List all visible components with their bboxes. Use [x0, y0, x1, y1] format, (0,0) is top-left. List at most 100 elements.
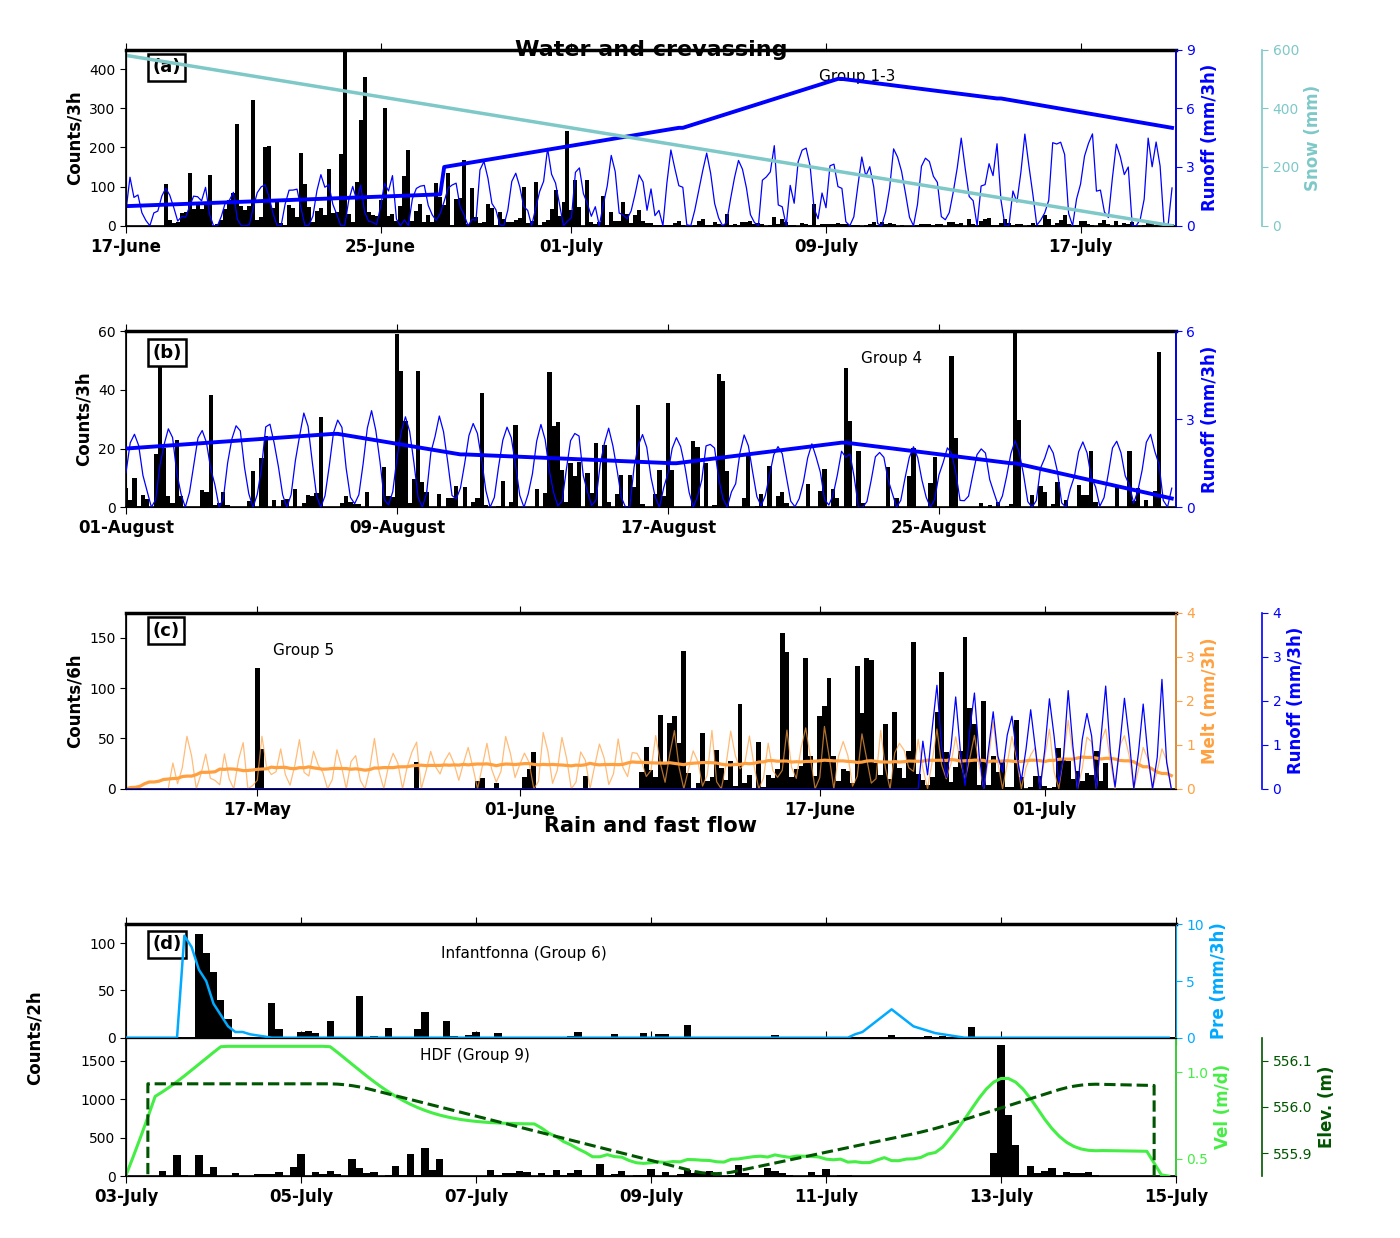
Bar — [203, 1175, 210, 1176]
Bar — [972, 224, 976, 225]
Bar — [813, 775, 818, 789]
Text: (b): (b) — [153, 343, 182, 361]
Bar — [1099, 781, 1103, 789]
Bar — [673, 223, 676, 225]
Bar — [335, 212, 339, 225]
Bar — [878, 775, 883, 789]
Bar — [514, 220, 518, 225]
Bar — [853, 505, 857, 508]
Text: Group 5: Group 5 — [273, 643, 335, 657]
Bar — [421, 1013, 428, 1037]
Bar — [594, 224, 598, 225]
Bar — [508, 1172, 517, 1176]
Bar — [1170, 224, 1175, 225]
Bar — [510, 222, 514, 225]
Bar — [706, 1171, 713, 1176]
Bar — [391, 214, 395, 225]
Bar — [1135, 488, 1140, 508]
Bar — [480, 394, 484, 508]
Bar — [710, 776, 714, 789]
Text: Infantfonna (Group 6): Infantfonna (Group 6) — [441, 946, 606, 962]
Bar — [420, 482, 424, 508]
Bar — [987, 218, 991, 225]
Bar — [477, 223, 482, 225]
Bar — [414, 1029, 421, 1037]
Y-axis label: Runoff (mm/3h): Runoff (mm/3h) — [1201, 345, 1219, 493]
Bar — [356, 1169, 363, 1176]
Bar — [771, 1171, 778, 1176]
Bar — [556, 422, 560, 508]
Bar — [162, 448, 167, 508]
Bar — [542, 222, 546, 225]
Bar — [414, 212, 419, 225]
Bar — [818, 717, 822, 789]
Bar — [776, 769, 780, 789]
Bar — [658, 470, 662, 508]
Bar — [1071, 779, 1075, 789]
Bar — [967, 219, 972, 225]
Bar — [295, 217, 300, 225]
Bar — [879, 222, 883, 225]
Bar — [363, 77, 367, 225]
Bar — [188, 173, 192, 225]
Bar — [692, 441, 696, 508]
Bar — [399, 207, 402, 225]
Bar — [696, 784, 700, 789]
Bar — [176, 222, 179, 225]
Bar — [123, 489, 129, 508]
Bar — [818, 491, 822, 508]
Bar — [958, 750, 963, 789]
Bar — [434, 183, 438, 225]
Bar — [869, 660, 874, 789]
Bar — [907, 475, 911, 508]
Bar — [204, 491, 209, 508]
Bar — [773, 218, 776, 225]
Bar — [895, 498, 899, 508]
Bar — [676, 1174, 683, 1176]
Bar — [570, 209, 574, 225]
Bar — [480, 777, 484, 789]
Bar — [1130, 222, 1134, 225]
Bar — [550, 209, 553, 225]
Bar — [585, 473, 589, 508]
Bar — [1043, 215, 1047, 225]
Bar — [713, 505, 717, 508]
Bar — [533, 182, 538, 225]
Bar — [979, 220, 983, 225]
Bar — [1007, 223, 1011, 225]
Bar — [911, 641, 916, 789]
Bar — [981, 701, 986, 789]
Bar — [822, 707, 827, 789]
Bar — [442, 206, 447, 225]
Bar — [385, 1028, 392, 1037]
Bar — [846, 771, 850, 789]
Bar — [1147, 223, 1151, 225]
Bar — [1078, 1174, 1085, 1176]
Bar — [771, 1035, 778, 1037]
Y-axis label: Pre (mm/3h): Pre (mm/3h) — [1210, 922, 1228, 1040]
Bar — [728, 761, 734, 789]
Bar — [969, 1028, 976, 1037]
Bar — [924, 224, 927, 225]
Bar — [510, 503, 514, 508]
Bar — [1054, 223, 1058, 225]
Bar — [820, 224, 825, 225]
Bar — [326, 168, 330, 225]
Bar — [717, 374, 721, 508]
Bar — [307, 207, 311, 225]
Bar — [200, 490, 204, 508]
Bar — [1000, 761, 1005, 789]
Bar — [682, 651, 686, 789]
Bar — [280, 500, 284, 508]
Bar — [1085, 1171, 1092, 1176]
Bar — [260, 1174, 269, 1176]
Bar — [385, 1175, 392, 1176]
Text: (d): (d) — [153, 936, 182, 953]
Bar — [925, 785, 930, 789]
Bar — [836, 223, 840, 225]
Bar — [192, 209, 196, 225]
Bar — [883, 723, 888, 789]
Bar — [850, 782, 855, 789]
Bar — [526, 769, 532, 789]
Bar — [391, 496, 395, 508]
